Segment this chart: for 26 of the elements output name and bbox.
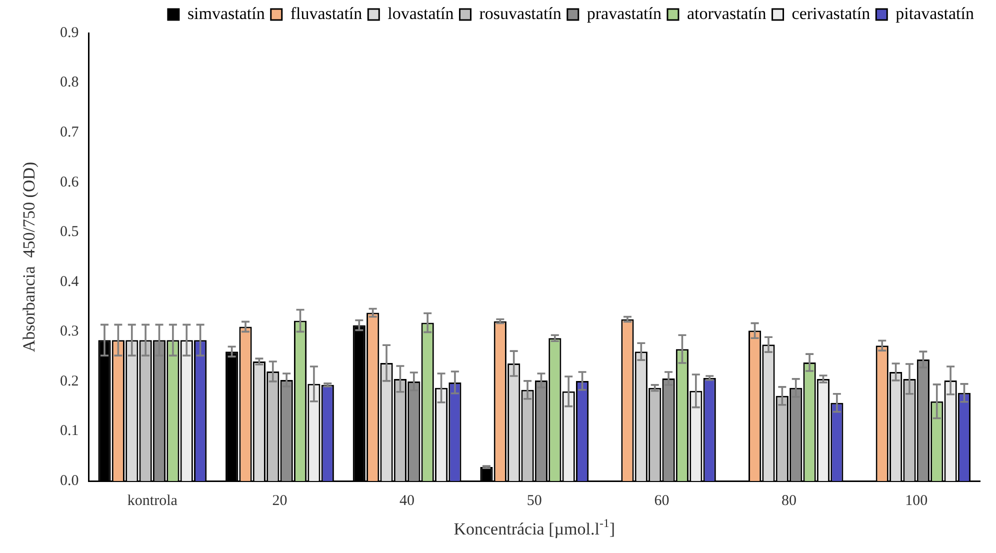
x-tick-label: 60 [654,492,670,509]
legend-label: cerivastatín [792,4,871,23]
y-tick-label: 0.2 [60,373,79,390]
y-tick-label: 0.9 [60,24,79,41]
legend-label: pravastatín [586,4,662,23]
legend-label: fluvastatín [290,4,363,23]
y-tick-label: 0.6 [60,174,80,190]
y-tick-label: 0.7 [60,124,80,140]
legend-label: lovastatín [388,4,454,23]
y-tick-label: 0.8 [60,74,79,91]
legend-label: pitavastatín [896,4,974,23]
x-tick-label: 20 [272,492,288,509]
legend-label: simvastatín [187,4,266,23]
y-tick-label: 0.3 [60,324,79,340]
x-tick-label: 50 [526,492,542,509]
x-tick-label: 100 [905,492,928,509]
y-tick-label: 0.1 [60,423,79,440]
x-tick-label: 40 [400,492,415,509]
y-tick-label: 0.5 [60,224,79,240]
legend-label: rosuvastatín [479,4,562,23]
y-tick-label: 0.4 [60,274,80,290]
legend-label: atorvastatín [686,4,767,23]
x-tick-label: 80 [782,492,797,509]
y-axis-title: Absorbancia 450/750 (OD) [19,162,38,352]
x-tick-label: kontrola [127,492,178,509]
y-tick-label: 0.0 [60,472,79,489]
